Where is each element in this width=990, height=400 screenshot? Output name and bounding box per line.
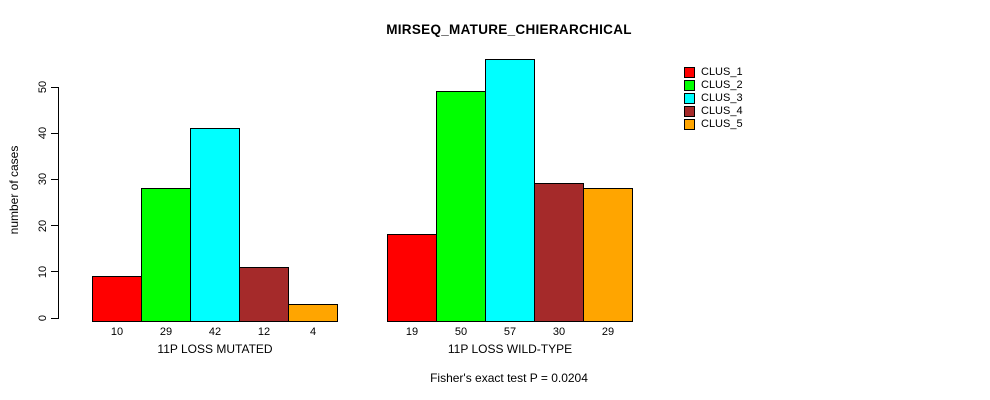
y-tick-mark [51,86,58,88]
y-tick-label: 0 [37,314,49,322]
bar-value-label: 50 [454,326,468,338]
legend-item-clus_3: CLUS_3 [684,92,743,105]
bar-value-label: 19 [405,326,419,338]
y-tick-mark [51,178,58,180]
y-tick-mark [51,132,58,134]
y-tick-mark [51,271,58,273]
chart-subtitle: Fisher's exact test P = 0.0204 [430,371,588,385]
bar-clus_5 [583,188,633,322]
bar-clus_1 [92,275,142,322]
bar-value-label: 30 [552,326,566,338]
y-tick-label: 10 [37,265,49,278]
bar-value-label: 10 [110,326,124,338]
legend-item-clus_2: CLUS_2 [684,79,743,92]
y-tick-label: 40 [37,127,49,140]
chart-title: MIRSEQ_MATURE_CHIERARCHICAL [386,22,632,37]
bar-clus_3 [485,58,535,322]
bar-clus_5 [288,303,338,322]
bar-clus_4 [239,266,289,322]
legend: CLUS_1 CLUS_2 CLUS_3 CLUS_4 CLUS_5 [684,66,743,131]
legend-swatch-icon [684,67,695,78]
legend-item-clus_4: CLUS_4 [684,105,743,118]
bar-clus_2 [141,188,191,322]
bar-value-label: 29 [159,326,173,338]
legend-swatch-icon [684,93,695,104]
legend-label: CLUS_2 [701,79,743,91]
legend-item-clus_5: CLUS_5 [684,118,743,131]
legend-label: CLUS_1 [701,66,743,78]
bar-value-label: 57 [503,326,517,338]
bar-value-label: 4 [309,326,317,338]
legend-swatch-icon [684,80,695,91]
y-tick-mark [51,317,58,319]
y-tick-mark [51,225,58,227]
group-label: 11P LOSS MUTATED [157,342,273,356]
y-tick-label: 30 [37,173,49,186]
bar-clus_3 [190,127,240,322]
y-axis-line [58,87,59,319]
legend-swatch-icon [684,106,695,117]
bar-value-label: 12 [257,326,271,338]
bar-value-label: 29 [601,326,615,338]
legend-label: CLUS_3 [701,92,743,104]
legend-item-clus_1: CLUS_1 [684,66,743,79]
bar-value-label: 42 [208,326,222,338]
group-label: 11P LOSS WILD-TYPE [447,342,573,356]
y-tick-label: 20 [37,219,49,232]
bar-clus_2 [436,91,486,322]
legend-label: CLUS_5 [701,118,743,130]
y-tick-label: 50 [37,80,49,94]
bar-clus_4 [534,183,584,322]
legend-swatch-icon [684,119,695,130]
y-axis-label: number of cases [7,145,21,235]
bar-clus_1 [387,234,437,322]
legend-label: CLUS_4 [701,105,743,117]
